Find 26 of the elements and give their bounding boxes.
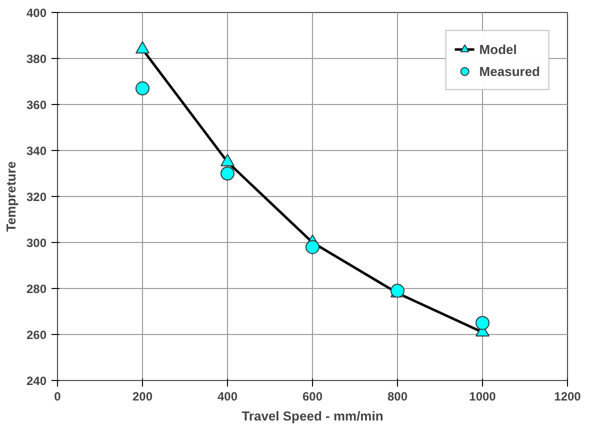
point [476,316,490,330]
y-tick-label: 260 [26,328,47,342]
y-axis-title: Tempreture [3,161,18,232]
x-axis-title: Travel Speed - mm/min [242,408,384,424]
x-tick-label: 400 [217,390,238,404]
legend-label: Measured [479,64,540,78]
point [220,154,234,166]
x-tick-label: 800 [387,390,408,404]
y-tick-label: 300 [26,236,47,250]
point [220,166,234,180]
x-tick-label: 600 [302,390,323,404]
x-tick-label: 200 [132,390,153,404]
y-tick-label: 320 [26,190,47,204]
x-tick-label: 1000 [469,390,496,404]
y-tick-label: 340 [26,144,47,158]
y-tick-label: 280 [26,282,47,296]
legend-label: Model [479,42,517,56]
x-tick-label: 0 [54,390,62,404]
y-tick-label: 240 [26,374,47,388]
y-tick-label: 360 [26,98,47,112]
y-tick-label: 400 [26,6,47,20]
x-tick-label: 1200 [554,390,582,404]
point [306,240,320,254]
y-tick-label: 380 [26,52,47,66]
point [136,41,150,54]
point [136,81,150,96]
